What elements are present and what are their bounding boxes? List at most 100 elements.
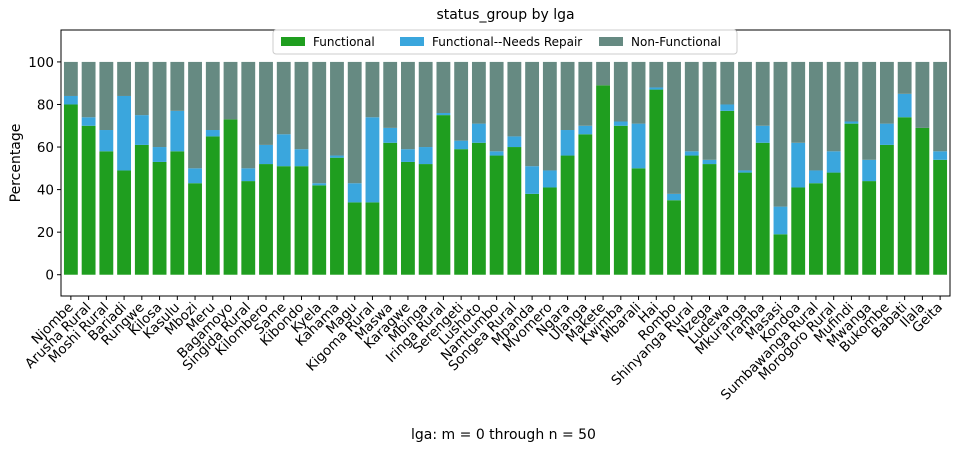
bar-segment	[454, 149, 469, 275]
bar-segment	[223, 61, 238, 120]
bar-segment	[809, 61, 823, 171]
bar-segment	[791, 61, 806, 143]
bar-segment	[489, 155, 504, 275]
bar-segment	[596, 61, 610, 86]
bar-segment	[631, 123, 646, 169]
bar-segment	[152, 61, 167, 148]
bar-segment	[347, 61, 362, 184]
bar-segment	[347, 202, 362, 275]
bar-segment	[791, 187, 806, 275]
bar-segment	[63, 95, 78, 105]
bar-segment	[205, 130, 220, 137]
bar-segment	[897, 61, 912, 94]
bar-segment	[613, 125, 628, 275]
bar-segment	[188, 61, 202, 169]
bar-segment	[489, 61, 504, 152]
bar-segment	[489, 151, 504, 156]
bar-segment	[879, 61, 894, 124]
bar-segment	[241, 61, 256, 169]
bar-segment	[560, 61, 575, 131]
bar-segment	[578, 125, 593, 135]
bar-segment	[294, 61, 309, 150]
bar-segment	[401, 161, 415, 275]
bar-segment	[436, 61, 451, 113]
bar-segment	[117, 170, 132, 275]
x-axis-label: lga: m = 0 through n = 50	[411, 427, 596, 443]
bar-segment	[755, 61, 770, 126]
bar-segment	[188, 168, 202, 184]
bar-segment	[826, 151, 841, 173]
bar-segment	[755, 125, 770, 143]
bar-segment	[702, 159, 717, 165]
bar-segment	[879, 144, 894, 275]
bar-segment	[844, 61, 859, 122]
bars-group	[63, 61, 948, 275]
bar-segment	[170, 110, 185, 152]
bar-segment	[507, 147, 522, 275]
legend-label: Functional--Needs Repair	[432, 35, 582, 49]
y-tick-label: 100	[28, 55, 54, 71]
bar-segment	[525, 61, 540, 167]
bar-segment	[418, 147, 433, 165]
bar-segment	[294, 149, 309, 167]
bar-segment	[471, 142, 486, 275]
bar-segment	[134, 61, 149, 116]
bar-segment	[667, 200, 681, 275]
legend-swatch	[281, 37, 305, 46]
bar-segment	[720, 104, 735, 111]
bar-segment	[63, 104, 78, 275]
chart-title: status_group by lga	[436, 7, 574, 23]
bar-segment	[933, 61, 948, 152]
bar-segment	[436, 112, 451, 116]
bar-segment	[915, 61, 930, 128]
bar-segment	[365, 202, 380, 275]
bar-segment	[596, 85, 610, 275]
bar-segment	[99, 61, 114, 131]
bar-segment	[205, 61, 220, 131]
bar-segment	[649, 89, 664, 275]
bar-segment	[897, 117, 912, 275]
y-tick-label: 60	[37, 140, 54, 156]
bar-segment	[738, 170, 752, 173]
bar-segment	[773, 234, 788, 275]
bar-segment	[738, 172, 752, 275]
bar-segment	[259, 144, 273, 165]
bar-segment	[347, 183, 362, 203]
bar-segment	[81, 125, 96, 275]
bar-segment	[826, 172, 841, 275]
bar-segment	[312, 185, 327, 275]
bar-segment	[330, 155, 344, 158]
bar-segment	[897, 93, 912, 118]
y-tick-label: 20	[37, 225, 54, 241]
bar-segment	[649, 87, 664, 90]
legend-label: Non-Functional	[631, 35, 721, 49]
bar-segment	[684, 61, 699, 152]
bar-segment	[613, 61, 628, 122]
bar-segment	[720, 110, 735, 275]
bar-segment	[507, 61, 522, 137]
bar-segment	[330, 61, 344, 156]
bar-segment	[241, 168, 256, 182]
bar-segment	[738, 61, 752, 171]
bar-segment	[844, 121, 859, 124]
bar-segment	[542, 170, 557, 188]
bar-segment	[773, 61, 788, 207]
bar-segment	[471, 61, 486, 124]
bar-segment	[507, 136, 522, 148]
bar-segment	[879, 123, 894, 145]
bar-segment	[613, 121, 628, 126]
bar-segment	[383, 61, 398, 128]
bar-segment	[560, 130, 575, 156]
bar-segment	[542, 61, 557, 171]
bar-segment	[117, 95, 132, 171]
bar-segment	[241, 181, 256, 275]
bar-segment	[365, 61, 380, 118]
bar-segment	[259, 164, 273, 275]
bar-segment	[631, 168, 646, 275]
bar-segment	[365, 117, 380, 203]
bar-segment	[259, 61, 273, 145]
y-tick-label: 0	[45, 268, 54, 284]
bar-segment	[152, 147, 167, 162]
bar-segment	[915, 127, 930, 275]
